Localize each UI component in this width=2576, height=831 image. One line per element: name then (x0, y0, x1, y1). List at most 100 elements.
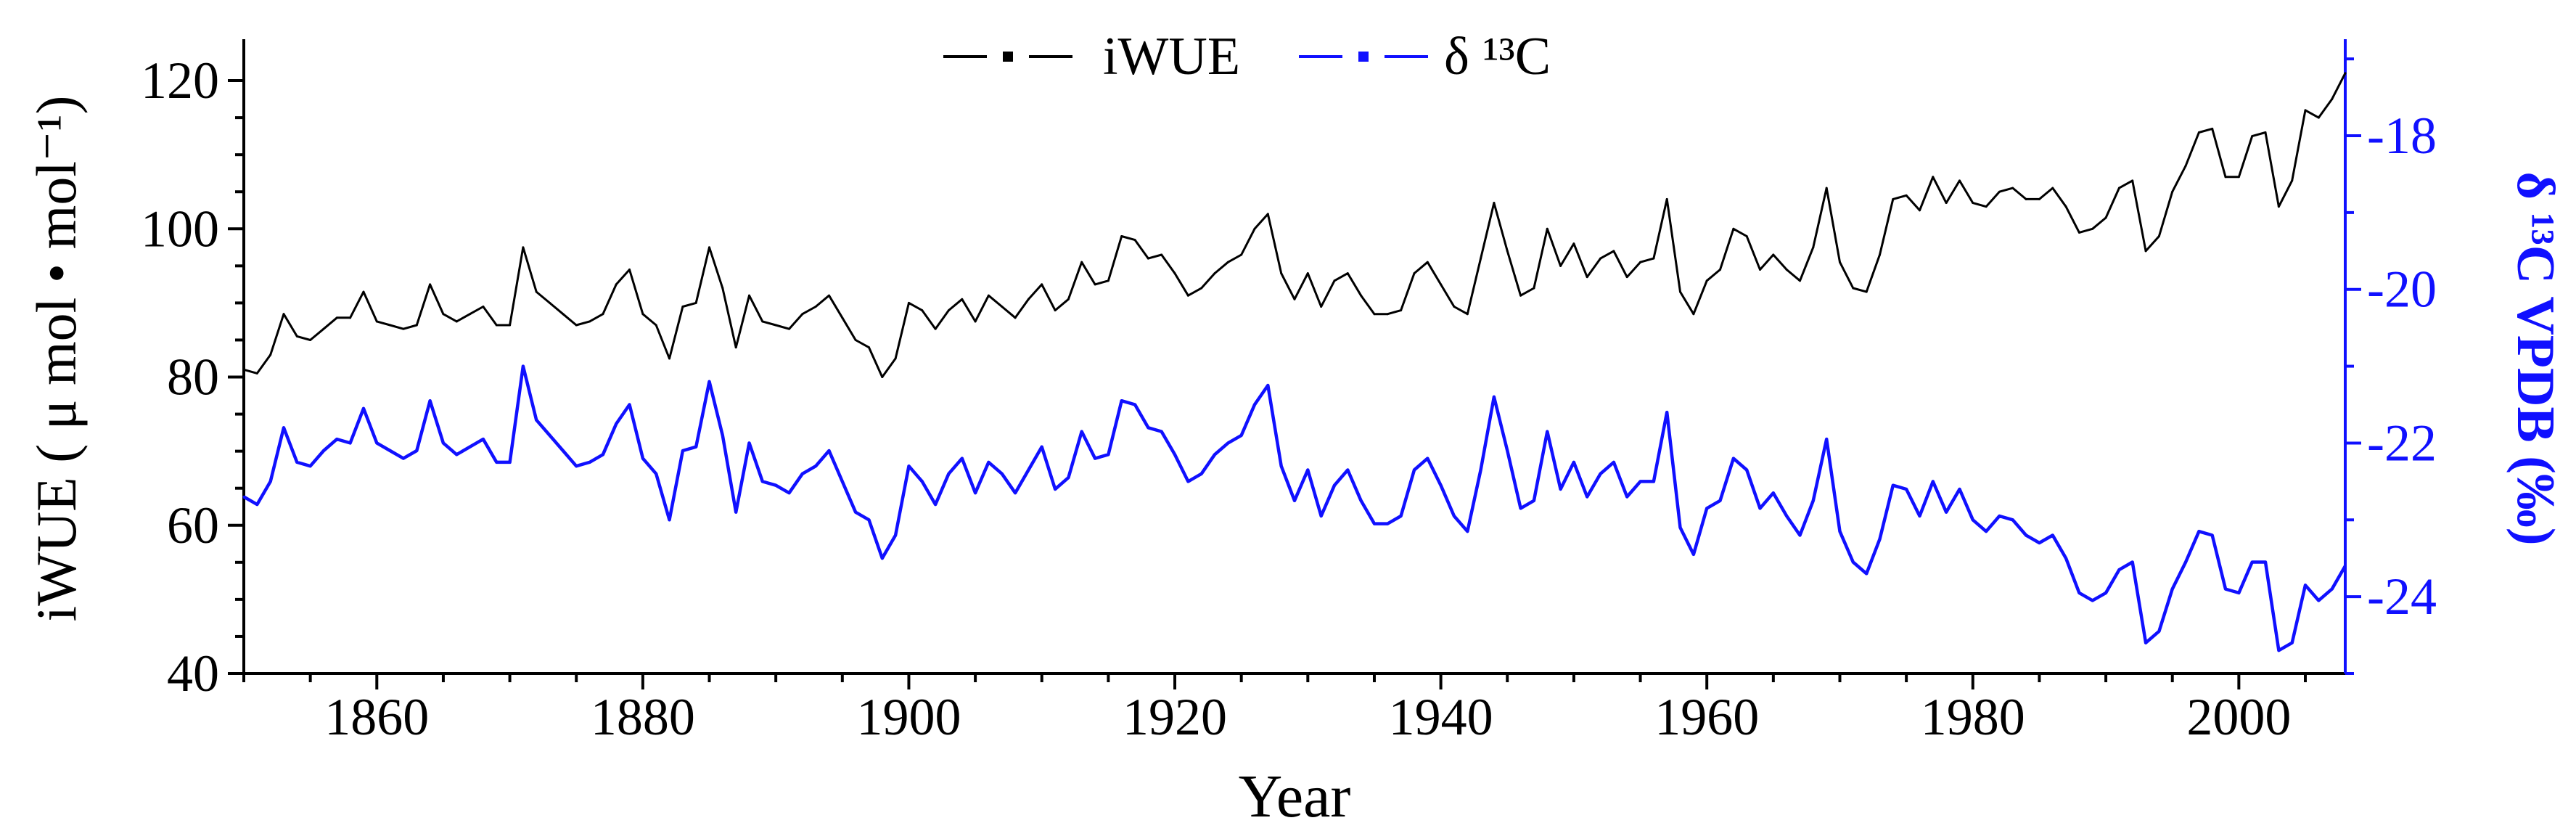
series-points-iwue (242, 72, 2347, 379)
data-point (1213, 272, 1216, 275)
left-axis-minor-ticks (228, 79, 244, 675)
data-point (1665, 411, 1668, 414)
data-point (1985, 530, 1988, 533)
data-point (1120, 235, 1123, 238)
data-point (2038, 541, 2040, 544)
data-point (2331, 588, 2334, 591)
data-point (1599, 257, 1602, 260)
series-line-iwue (243, 73, 2347, 378)
data-point (841, 480, 844, 483)
data-point (1998, 515, 2001, 517)
data-point (1080, 261, 1083, 263)
data-point (2344, 72, 2347, 75)
data-point (1732, 227, 1735, 230)
data-point (1001, 306, 1004, 308)
data-point (1173, 453, 1176, 456)
data-point (947, 309, 950, 312)
data-point (2091, 227, 2094, 230)
data-point (881, 376, 884, 379)
data-point (2131, 179, 2134, 182)
data-point (641, 457, 644, 460)
data-point (1386, 313, 1389, 316)
data-point (1226, 261, 1229, 263)
data-point (1413, 468, 1416, 471)
data-point (921, 480, 924, 483)
data-point (349, 441, 352, 444)
data-point (787, 491, 790, 494)
data-point (1001, 472, 1004, 475)
data-point (1306, 272, 1309, 275)
data-point (1905, 194, 1908, 197)
data-point (987, 294, 990, 297)
data-point (469, 313, 472, 316)
data-point (1639, 480, 1642, 483)
data-point (562, 449, 565, 452)
data-point (894, 533, 897, 536)
data-point (1785, 268, 1788, 271)
data-point (854, 511, 857, 514)
data-point (2157, 630, 2160, 633)
right-y-tick-label: -24 (2367, 568, 2437, 626)
data-point (2251, 561, 2254, 564)
data-point (1519, 294, 1522, 297)
data-point (2011, 187, 2014, 189)
data-point (1426, 261, 1429, 263)
data-point (987, 461, 990, 464)
data-point (575, 324, 578, 327)
data-point (1094, 283, 1096, 286)
data-point (2264, 561, 2267, 564)
data-point (1160, 430, 1163, 433)
data-point (641, 313, 644, 316)
legend-label: δ ¹³C (1444, 27, 1551, 86)
data-point (335, 316, 338, 319)
data-point (2038, 197, 2040, 200)
data-point (1985, 205, 1988, 208)
data-point (2117, 568, 2120, 571)
data-point (2184, 561, 2187, 564)
data-point (934, 327, 937, 330)
data-point (2237, 591, 2240, 594)
data-point (655, 472, 657, 475)
data-point (442, 441, 445, 444)
data-point (255, 372, 258, 374)
data-point (535, 290, 538, 293)
data-point (2091, 599, 2094, 602)
data-point (1067, 476, 1070, 479)
right-y-axis-title: δ ¹³C VPDB (‰) (2506, 171, 2565, 545)
data-point (1652, 257, 1655, 260)
data-point (2104, 216, 2107, 219)
data-point (2304, 584, 2307, 586)
data-point (907, 301, 910, 304)
data-point (615, 422, 618, 425)
data-point (1466, 530, 1469, 533)
data-point (2251, 135, 2254, 138)
data-point (2077, 591, 2080, 594)
data-point (375, 320, 378, 323)
data-point (1493, 202, 1496, 205)
data-point (2157, 235, 2160, 238)
data-point (1480, 468, 1482, 471)
data-point (442, 313, 445, 316)
data-point (2104, 591, 2107, 594)
data-point (2077, 231, 2080, 234)
data-point (1918, 515, 1921, 517)
data-point (1346, 468, 1349, 471)
data-point (774, 484, 777, 487)
data-point (482, 438, 485, 441)
data-point (1014, 316, 1017, 319)
data-point (1027, 298, 1030, 300)
data-point (1400, 309, 1403, 312)
data-point (1705, 279, 1708, 282)
data-point (2064, 557, 2067, 560)
legend-marker (1003, 52, 1013, 62)
data-point (429, 283, 432, 286)
data-point (1572, 242, 1575, 245)
data-point (827, 294, 830, 297)
data-point (1612, 250, 1615, 253)
data-point (522, 246, 525, 249)
axes (242, 39, 2361, 689)
data-point (1586, 276, 1588, 279)
data-point (362, 290, 365, 293)
data-point (1838, 261, 1841, 263)
data-point (2224, 176, 2227, 179)
